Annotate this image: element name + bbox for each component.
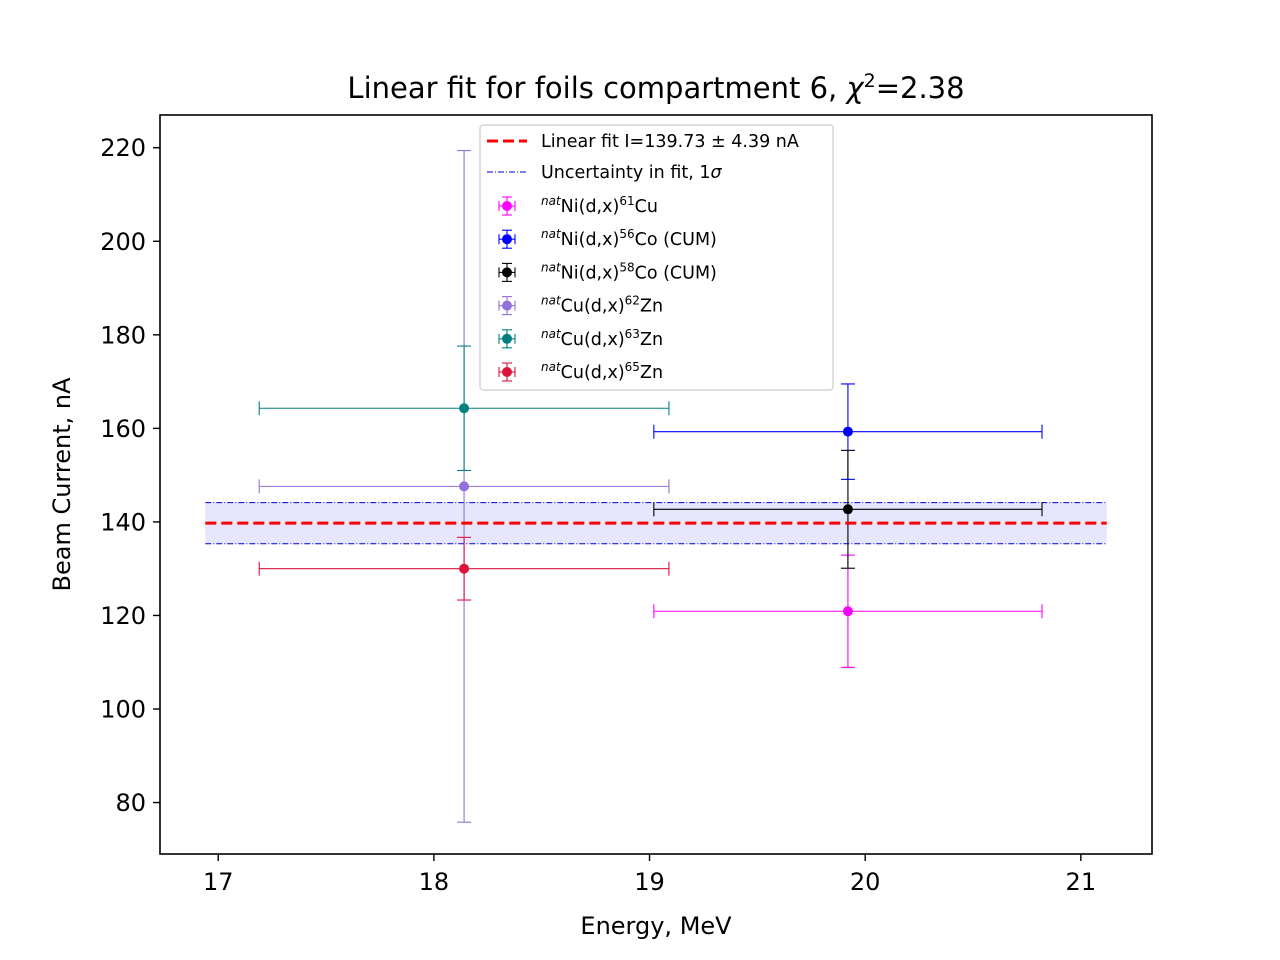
x-tick-label: 18 [419, 868, 450, 896]
y-tick-label: 120 [100, 602, 146, 630]
legend-series-5-handle [498, 329, 516, 349]
legend-series-5-label: natCu(d,x)63Zn [541, 327, 663, 350]
axes-frame [159, 114, 1153, 855]
x-tick-label: 19 [634, 868, 665, 896]
title-text: Linear fit for foils compartment 6, χ2=2… [347, 70, 964, 105]
axes: 17 18 19 20 21 80 100 120 140 160 180 200 220 Energy,… [48, 114, 1153, 940]
legend-series-6-label: natCu(d,x)65Zn [541, 360, 663, 383]
legend-fit-label: Linear fit I=139.73 ± 4.39 nA [541, 132, 799, 152]
legend-series-2-label: natNi(d,x)56Co (CUM) [541, 227, 717, 250]
y-tick-label: 200 [100, 228, 146, 256]
series-6-point [258, 536, 670, 601]
legend-series-1-handle [498, 196, 516, 216]
legend-series-6-handle [498, 362, 516, 382]
y-tick-label: 100 [100, 696, 146, 724]
legend-series-4-label: natCu(d,x)62Zn [541, 294, 663, 317]
data-marker [842, 606, 853, 617]
x-tick-label: 17 [203, 868, 234, 896]
legend: Linear fit I=139.73 ± 4.39 nA Uncertainty… [479, 124, 834, 391]
data-marker [842, 504, 853, 515]
y-tick-label: 180 [100, 321, 146, 349]
legend-marker [502, 367, 512, 377]
series-2-point [653, 383, 1043, 480]
legend-series-3-handle [498, 262, 516, 282]
data-marker [459, 563, 470, 574]
legend-series-2-handle [498, 229, 516, 249]
data-marker [842, 426, 853, 437]
y-axis-label: Beam Current, nA [48, 377, 76, 592]
series-4-point [258, 149, 670, 823]
x-tick-label: 20 [850, 868, 881, 896]
legend-marker [502, 201, 512, 211]
x-axis-label: Energy, MeV [580, 912, 732, 940]
legend-series-1-label: natNi(d,x)61Cu [541, 194, 658, 217]
plot-area [205, 149, 1107, 823]
y-tick-label: 140 [100, 508, 146, 536]
legend-marker [502, 300, 512, 311]
legend-series-4-handle [498, 296, 516, 316]
data-marker [459, 481, 470, 492]
series-3-point [653, 449, 1043, 569]
legend-marker [502, 267, 512, 278]
chart-title: Linear fit for foils compartment 6, χ2=2… [347, 70, 964, 105]
y-tick-label: 80 [115, 789, 146, 817]
legend-marker [502, 333, 512, 344]
series-1-point [653, 554, 1043, 668]
data-marker [459, 403, 470, 414]
legend-box [479, 124, 834, 391]
legend-series-3-label: natNi(d,x)58Co (CUM) [541, 260, 717, 283]
legend-marker [502, 234, 512, 245]
legend-band-label: Uncertainty in fit, 1σ [541, 163, 722, 183]
x-tick-label: 21 [1066, 868, 1097, 896]
series-5-point [258, 345, 670, 472]
y-tick-label: 220 [100, 134, 146, 162]
y-tick-label: 160 [100, 415, 146, 443]
